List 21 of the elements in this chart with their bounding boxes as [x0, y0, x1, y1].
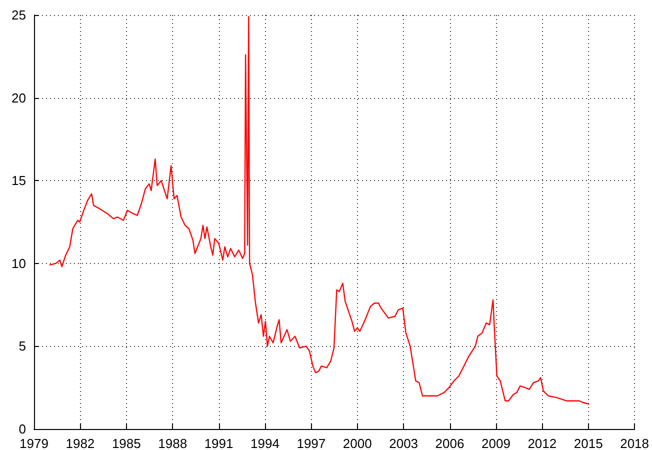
x-tick-label: 1991	[204, 436, 234, 450]
x-tick-label: 2009	[481, 436, 510, 450]
x-tick-label: 2018	[620, 436, 649, 450]
y-tick-label: 15	[12, 173, 26, 188]
x-tick-label: 2006	[435, 436, 464, 450]
y-tick-label: 25	[12, 8, 26, 22]
x-tick-label: 1994	[250, 436, 280, 450]
line-series	[48, 16, 590, 405]
y-tick-label: 20	[12, 90, 26, 106]
y-tick-label: 5	[18, 338, 26, 354]
x-tick-label: 1982	[66, 436, 95, 450]
x-tick-label: 1985	[112, 436, 141, 450]
x-tick-label: 1988	[158, 436, 188, 450]
y-tick-label: 0	[18, 422, 26, 436]
y-tick-label: 10	[12, 256, 26, 271]
x-tick-label: 2015	[574, 436, 603, 450]
x-tick-label: 1979	[20, 436, 48, 450]
x-tick-label: 1997	[296, 436, 326, 450]
x-tick-label: 2000	[342, 436, 372, 450]
x-tick-label: 2012	[528, 436, 557, 450]
x-tick-label: 2003	[389, 436, 418, 450]
